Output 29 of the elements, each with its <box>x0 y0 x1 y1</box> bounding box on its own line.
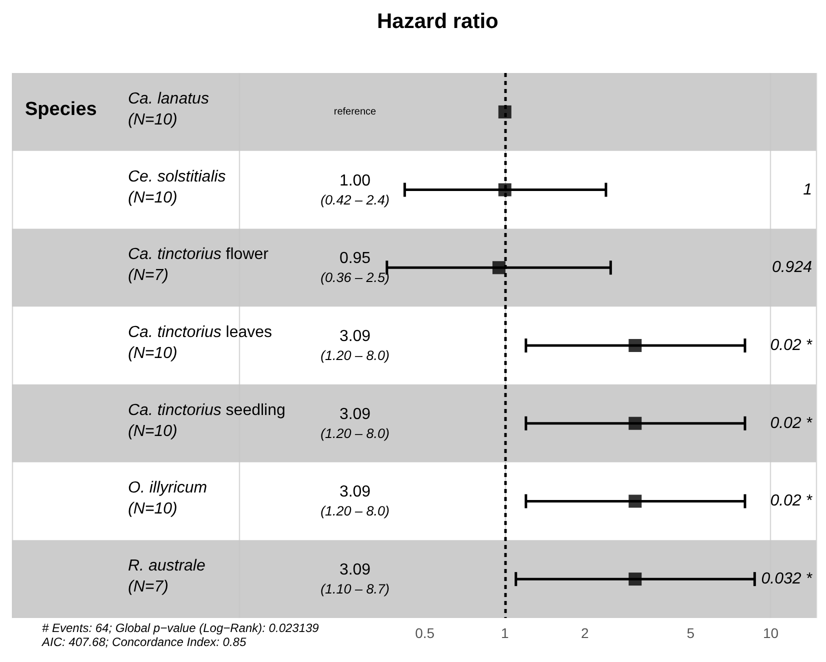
x-tick-label: 0.5 <box>415 625 435 641</box>
x-tick-label: 5 <box>686 625 695 641</box>
annotation: 1 <box>803 181 812 198</box>
category-label: Ca. tinctorius leaves (N=10) <box>128 324 272 362</box>
annotation: 3.09 (1.20 – 8.0) <box>320 406 390 441</box>
category-label: Ca. tinctorius flower (N=7) <box>128 246 268 284</box>
annotation: 0.02 * <box>770 337 813 354</box>
x-tick-label: 1 <box>500 625 509 641</box>
y-axis-title: Species <box>25 98 97 120</box>
annotation: 0.02 * <box>770 414 813 432</box>
annotation: 0.02 * <box>770 492 813 510</box>
y-tick-label: R. australe (N=7) <box>128 558 206 596</box>
y-tick-label: O. illyricum (N=10) <box>128 480 208 518</box>
text: AIC: 407.68; Concordance Index: 0.85 <box>41 635 246 649</box>
chart-title: Hazard ratio <box>377 10 498 33</box>
annotation: 3.09 (1.20 – 8.0) <box>320 484 390 519</box>
y-tick-label: Ca. lanatus (N=10) <box>128 90 209 128</box>
y-tick-label: Ce. solstitialis (N=10) <box>128 168 226 206</box>
annotation: reference <box>334 106 377 118</box>
annotation: 0.95 (0.36 – 2.5) <box>320 250 390 286</box>
category-label: Ca. tinctorius seedling (N=10) <box>128 402 286 440</box>
annotation: 1.00 (0.42 – 2.4) <box>320 172 390 208</box>
annotation: 0.032 * <box>761 570 813 588</box>
annotation: 3.09 (1.10 – 8.7) <box>320 562 390 597</box>
annotation: 3.09 (1.20 – 8.0) <box>320 328 390 363</box>
text: # Events: 64; Global p−value (Log−Rank): 0.023139 <box>42 621 320 635</box>
annotation: 0.924 <box>772 259 812 276</box>
x-tick-label: 2 <box>581 625 590 641</box>
x-tick-label: 10 <box>762 625 779 641</box>
